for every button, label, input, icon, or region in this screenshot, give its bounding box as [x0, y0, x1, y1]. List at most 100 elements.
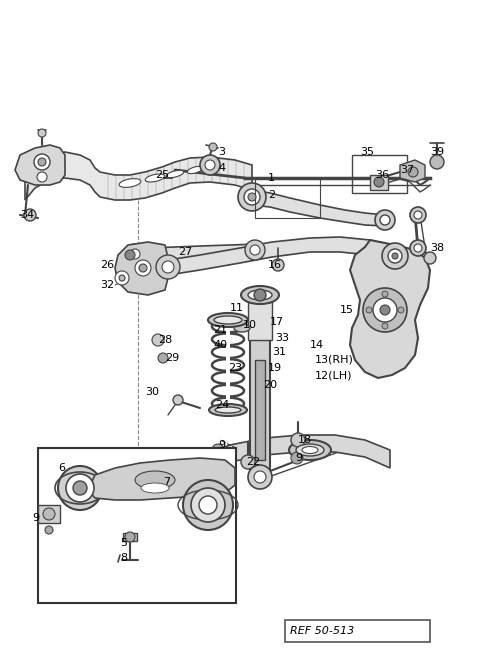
Text: 2: 2 — [268, 190, 275, 200]
Ellipse shape — [289, 440, 331, 460]
Circle shape — [363, 288, 407, 332]
Polygon shape — [128, 244, 258, 260]
Text: 31: 31 — [272, 347, 286, 357]
Text: 24: 24 — [215, 400, 229, 410]
Text: 13(RH): 13(RH) — [315, 355, 354, 365]
Circle shape — [58, 466, 102, 510]
Circle shape — [182, 458, 198, 474]
Text: 8: 8 — [120, 553, 127, 563]
Circle shape — [238, 183, 266, 211]
Circle shape — [34, 154, 50, 170]
Circle shape — [186, 462, 194, 470]
Circle shape — [392, 253, 398, 259]
Ellipse shape — [145, 174, 165, 182]
Text: 22: 22 — [246, 457, 260, 467]
Text: 12(LH): 12(LH) — [315, 370, 352, 380]
Ellipse shape — [141, 483, 169, 493]
Circle shape — [382, 243, 408, 269]
Ellipse shape — [241, 286, 279, 304]
Polygon shape — [252, 190, 385, 226]
Circle shape — [37, 172, 47, 182]
Text: 21: 21 — [213, 325, 227, 335]
Circle shape — [375, 210, 395, 230]
Text: 36: 36 — [375, 170, 389, 180]
Circle shape — [152, 334, 164, 346]
Polygon shape — [115, 242, 168, 295]
Text: 9: 9 — [295, 453, 302, 463]
Circle shape — [130, 249, 140, 259]
Circle shape — [272, 259, 284, 271]
Circle shape — [424, 252, 436, 264]
Circle shape — [173, 395, 183, 405]
Polygon shape — [196, 435, 390, 475]
Circle shape — [73, 481, 87, 495]
Text: 23: 23 — [228, 363, 242, 373]
Circle shape — [38, 158, 46, 166]
Circle shape — [209, 143, 217, 151]
Circle shape — [156, 255, 180, 279]
Circle shape — [380, 305, 390, 315]
Circle shape — [398, 307, 404, 313]
Circle shape — [248, 465, 272, 489]
Text: 34: 34 — [20, 210, 34, 220]
Text: 15: 15 — [340, 305, 354, 315]
Circle shape — [125, 532, 135, 542]
Circle shape — [38, 129, 46, 137]
Circle shape — [254, 289, 266, 301]
Text: 9: 9 — [218, 440, 225, 450]
Ellipse shape — [296, 444, 324, 456]
Circle shape — [382, 323, 388, 329]
Polygon shape — [25, 152, 252, 200]
Circle shape — [115, 271, 129, 285]
Text: 5: 5 — [120, 538, 127, 548]
Text: 35: 35 — [360, 147, 374, 157]
Circle shape — [176, 452, 204, 480]
Circle shape — [183, 480, 233, 530]
Text: 20: 20 — [263, 380, 277, 390]
Circle shape — [408, 167, 418, 177]
Bar — [255, 178, 320, 218]
Text: 3: 3 — [218, 147, 225, 157]
Text: REF 50-513: REF 50-513 — [290, 626, 354, 636]
Text: 19: 19 — [268, 363, 282, 373]
Circle shape — [205, 160, 215, 170]
Text: 7: 7 — [163, 477, 170, 487]
Text: 17: 17 — [270, 317, 284, 327]
Circle shape — [125, 250, 135, 260]
Ellipse shape — [302, 447, 318, 453]
Polygon shape — [15, 145, 65, 185]
Circle shape — [139, 264, 147, 272]
Text: 38: 38 — [430, 243, 444, 253]
Text: 30: 30 — [145, 387, 159, 397]
Text: 25: 25 — [155, 170, 169, 180]
Bar — [255, 360, 265, 460]
Circle shape — [200, 155, 220, 175]
Circle shape — [410, 207, 426, 223]
Ellipse shape — [208, 313, 248, 327]
Circle shape — [291, 433, 305, 447]
Circle shape — [199, 496, 217, 514]
Text: 29: 29 — [165, 353, 179, 363]
Polygon shape — [350, 240, 430, 378]
Circle shape — [414, 244, 422, 252]
Circle shape — [66, 474, 94, 502]
Text: 40: 40 — [213, 340, 227, 350]
Bar — [352, 155, 407, 193]
Text: 6: 6 — [58, 463, 65, 473]
Text: 16: 16 — [268, 260, 282, 270]
Circle shape — [373, 298, 397, 322]
Text: 11: 11 — [230, 303, 244, 313]
Circle shape — [119, 275, 125, 281]
Ellipse shape — [234, 324, 250, 332]
Text: 14: 14 — [310, 340, 324, 350]
Polygon shape — [400, 160, 425, 182]
Bar — [38, 505, 60, 523]
Text: 27: 27 — [178, 247, 192, 257]
Circle shape — [374, 177, 384, 187]
Circle shape — [254, 471, 266, 483]
Ellipse shape — [215, 407, 241, 413]
Circle shape — [125, 244, 145, 264]
Circle shape — [245, 240, 265, 260]
Circle shape — [382, 291, 388, 297]
Circle shape — [244, 189, 260, 205]
